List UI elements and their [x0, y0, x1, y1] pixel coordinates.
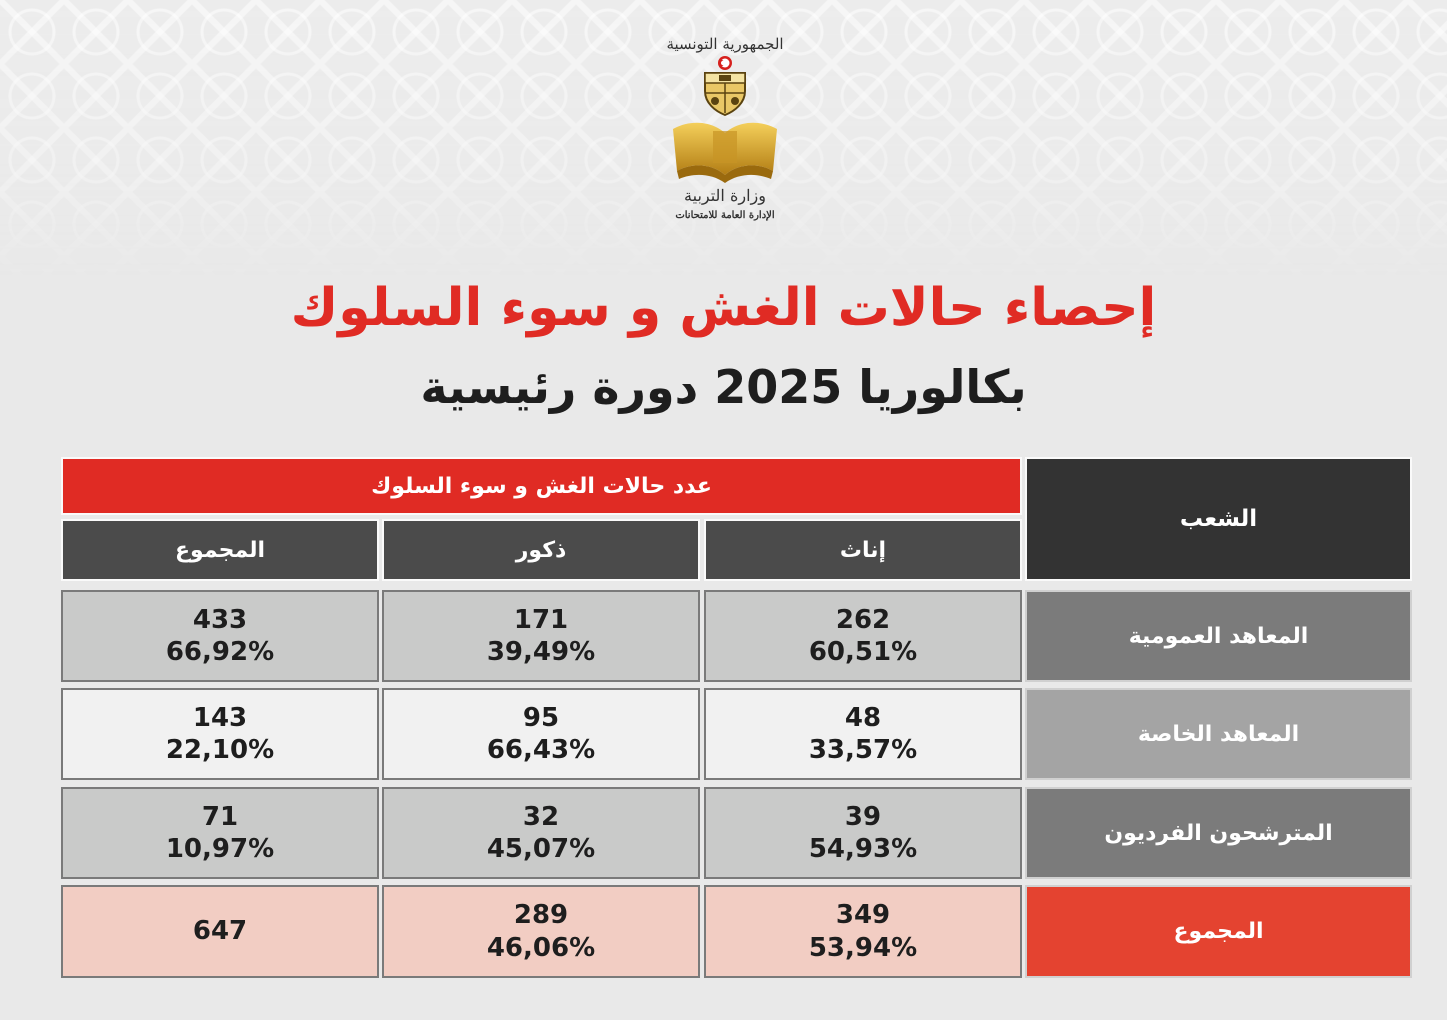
row-header: الشعب — [1025, 457, 1412, 581]
cell-percent: 10,97% — [165, 834, 275, 864]
cell-percent: 53,94% — [808, 932, 918, 963]
logo-directorate-text: الإدارة العامة للامتحانات — [675, 210, 775, 222]
cell-percent: 46,06% — [486, 932, 596, 963]
cell-percent: 66,43% — [486, 735, 596, 765]
logo-ministry-text: وزارة التربية — [684, 185, 766, 205]
cell-percent: 22,10% — [165, 735, 275, 765]
golden-book-icon — [673, 122, 777, 183]
column-header-total: المجموع — [61, 519, 379, 581]
row-label-individual: المترشحون الفرديون — [1025, 787, 1412, 879]
table-cell: 262 60,51% — [704, 590, 1022, 682]
cell-percent: 45,07% — [486, 834, 596, 864]
ministry-logo: الجمهورية التونسية وزارة التربية الإدارة… — [660, 36, 790, 251]
logo-republic-text: الجمهورية التونسية — [666, 35, 784, 53]
cell-count: 171 — [513, 604, 569, 635]
column-header-female: إناث — [704, 519, 1022, 581]
cell-count: 289 — [513, 900, 569, 930]
table-cell: 71 10,97% — [61, 787, 379, 879]
cell-percent: 60,51% — [808, 637, 918, 667]
table-cell: 349 53,94% — [704, 885, 1022, 978]
cell-percent: 33,57% — [808, 735, 918, 765]
cell-percent: 54,93% — [808, 834, 918, 864]
row-label-private: المعاهد الخاصة — [1025, 688, 1412, 780]
cell-count: 262 — [835, 604, 891, 635]
cell-count: 71 — [201, 801, 239, 832]
table-cell: 171 39,49% — [382, 590, 700, 682]
table-cell: 48 33,57% — [704, 688, 1022, 780]
page-subtitle: بكالوريا 2025 دورة رئيسية — [420, 360, 1027, 414]
table-cell: 39 54,93% — [704, 787, 1022, 879]
group-header: عدد حالات الغش و سوء السلوك — [61, 457, 1022, 515]
tunisia-emblem-icon — [704, 55, 746, 116]
table-cell: 289 46,06% — [382, 885, 700, 978]
table-cell: 32 45,07% — [382, 787, 700, 879]
cell-count: 39 — [844, 801, 882, 832]
table-cell: 647 — [61, 885, 379, 978]
cell-percent: 66,92% — [165, 637, 275, 667]
cell-count: 647 — [192, 916, 248, 947]
page-title: إحصاء حالات الغش و سوء السلوك — [290, 278, 1157, 338]
column-header-male: ذكور — [382, 519, 700, 581]
row-label-public: المعاهد العمومية — [1025, 590, 1412, 682]
row-label-total: المجموع — [1025, 885, 1412, 978]
cell-count: 48 — [844, 702, 882, 733]
cell-count: 349 — [835, 900, 891, 930]
cell-count: 433 — [192, 604, 248, 635]
cell-count: 143 — [192, 702, 248, 733]
table-cell: 433 66,92% — [61, 590, 379, 682]
table-cell: 95 66,43% — [382, 688, 700, 780]
table-cell: 143 22,10% — [61, 688, 379, 780]
cell-percent: 39,49% — [486, 637, 596, 667]
cell-count: 95 — [522, 702, 560, 733]
cell-count: 32 — [522, 801, 560, 832]
